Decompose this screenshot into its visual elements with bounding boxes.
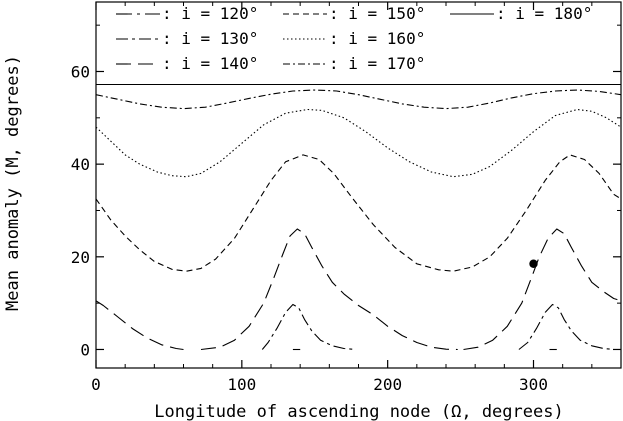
y-tick-label: 0 [80, 340, 90, 359]
y-tick-label: 20 [71, 248, 90, 267]
series-line-4-seg-0 [95, 108, 622, 178]
legend: : i = 120° : i = 130° : i = 140° : i = 150°… [116, 4, 592, 73]
x-tick-label: 200 [373, 375, 402, 394]
marker-layer [529, 259, 538, 268]
series-line-1-seg-0 [261, 303, 356, 351]
axes-layer: 0 100 200 300 0 20 40 60 [71, 2, 621, 394]
series-line-2-seg-1 [200, 228, 458, 351]
legend-label-2: : i = 140° [162, 54, 258, 73]
legend-label-3: : i = 150° [329, 4, 425, 23]
legend-label-0: : i = 120° [162, 4, 258, 23]
legend-label-5: : i = 170° [329, 54, 425, 73]
y-tick-label: 60 [71, 62, 90, 81]
series-layer [95, 83, 622, 351]
legend-label-6: : i = 180° [496, 4, 592, 23]
x-axis-title: Longitude of ascending node (Ω, degrees) [154, 402, 563, 421]
series-line-1-seg-1 [518, 303, 614, 351]
series-line-5-seg-0 [95, 89, 622, 110]
y-axis-title: Mean anomaly (M, degrees) [3, 55, 23, 311]
legend-label-4: : i = 160° [329, 29, 425, 48]
series-line-3-seg-0 [95, 154, 622, 272]
series-line-2-seg-2 [463, 228, 622, 351]
series-line-2-seg-0 [95, 300, 184, 351]
x-tick-label: 100 [227, 375, 256, 394]
data-point-0 [529, 259, 538, 268]
x-tick-label: 0 [91, 375, 101, 394]
y-tick-label: 40 [71, 155, 90, 174]
legend-label-1: : i = 130° [162, 29, 258, 48]
x-tick-label: 300 [519, 375, 548, 394]
